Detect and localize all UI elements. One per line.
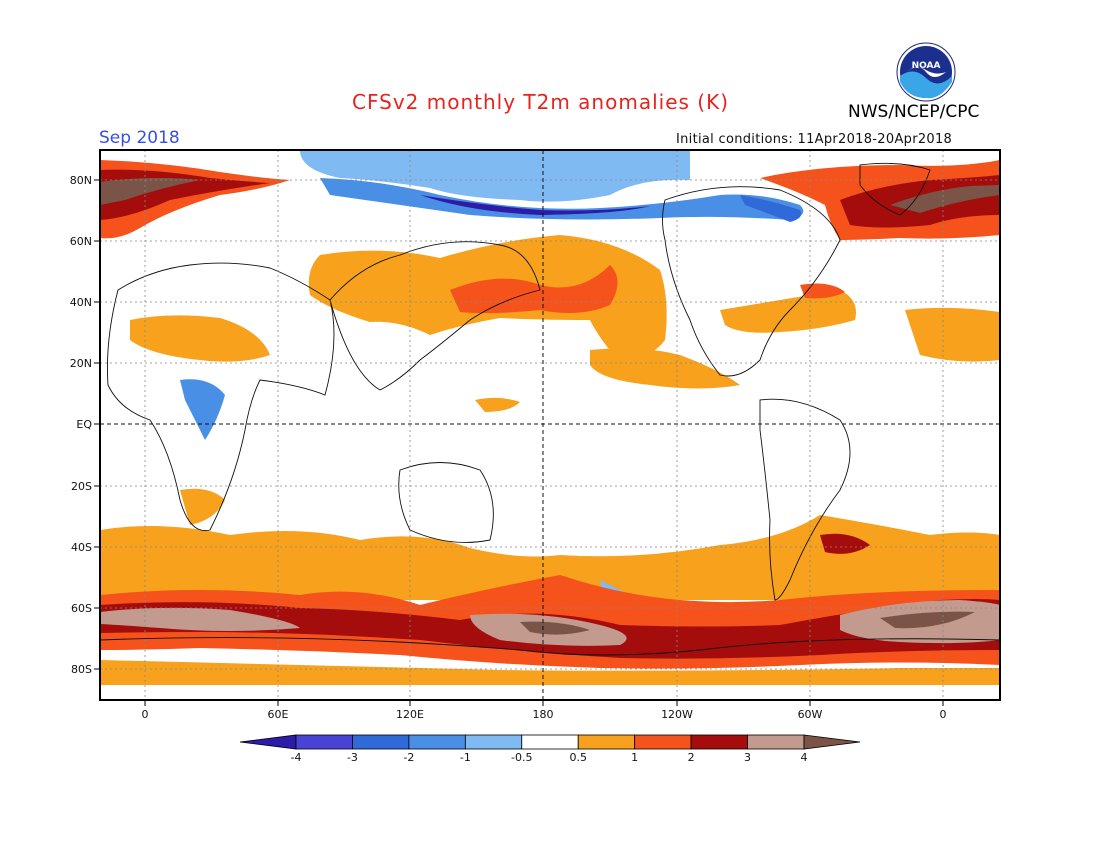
lat-label: 20S: [71, 480, 92, 493]
colorbar-swatch: [747, 734, 805, 750]
lat-label: 60S: [71, 602, 92, 615]
colorbar-tick-label: -1: [460, 751, 471, 764]
colorbar-swatch: [521, 734, 579, 750]
warm-region-north-atlantic-core: [800, 283, 845, 299]
colorbar-swatch: [239, 734, 297, 750]
lon-label: 0: [940, 708, 947, 721]
colorbar-tick-label: 3: [744, 751, 751, 764]
warm-region-ross-sea-core: [520, 621, 590, 635]
initial-conditions-label: Initial conditions: 11Apr2018-20Apr2018: [676, 132, 953, 147]
lat-label: 60N: [70, 235, 92, 248]
colorbar-swatch: [464, 734, 523, 750]
lon-label: 180: [533, 708, 554, 721]
coastlines: [100, 162, 1000, 656]
colorbar-swatch: [690, 734, 748, 750]
africa-eurasia-outline: [106, 262, 335, 532]
warm-region-north-pacific-core: [450, 265, 618, 314]
colorbar-swatch: [803, 734, 861, 750]
lat-label: EQ: [76, 418, 92, 431]
colorbar-tick-label: 1: [631, 751, 638, 764]
warm-region-southern-mid: [100, 515, 1000, 600]
valid-month-label: Sep 2018: [99, 128, 180, 148]
colorbar-tick-label: -2: [403, 751, 414, 764]
lat-label: 40N: [70, 296, 92, 309]
warm-region-sahara: [130, 315, 270, 362]
colorbar-swatch: [577, 734, 636, 750]
warm-region-antarctic-edge: [100, 660, 1000, 685]
australia-outline: [398, 462, 494, 543]
noaa-logo-icon: NOAA: [896, 42, 956, 102]
lon-label: 60E: [268, 708, 289, 721]
warm-region-east-pacific: [590, 348, 740, 389]
north-america-outline: [662, 186, 841, 377]
map-title: CFSv2 monthly T2m anomalies (K): [352, 90, 729, 114]
colorbar-tick-label: 0.5: [569, 751, 587, 764]
colorbar-tick-label: -0.5: [511, 751, 532, 764]
cold-region-east-africa: [180, 379, 225, 440]
colorbar: -4 -3 -2 -1 -0.5 0.5 1 2 3 4: [239, 734, 861, 764]
warm-region-equatorial-pacific: [475, 397, 520, 412]
lon-label: 120W: [661, 708, 693, 721]
colorbar-swatch: [408, 734, 466, 750]
lat-label: 80N: [70, 174, 92, 187]
cold-region-arctic-core: [420, 195, 650, 215]
cold-region-arctic-light: [300, 150, 690, 202]
warm-region-indian-ocean-max: [100, 607, 300, 631]
lon-label: 120E: [396, 708, 424, 721]
axis-ticks: [94, 179, 944, 706]
colorbar-swatch: [352, 734, 410, 750]
colorbar-swatch: [634, 734, 692, 750]
cold-region-arctic-mid: [320, 178, 804, 220]
logo-text: NOAA: [912, 61, 941, 71]
equator-dateline: [100, 150, 1000, 700]
colorbar-tick-label: 2: [688, 751, 695, 764]
south-america-outline: [759, 398, 851, 601]
warm-region-north-atlantic: [720, 290, 856, 333]
lon-label: 0: [142, 708, 149, 721]
warm-region-east-atlantic: [905, 307, 1000, 362]
warm-region-southern-africa: [180, 488, 225, 525]
warm-region-weddell-core: [880, 611, 975, 629]
antarctica-outline: [100, 637, 1000, 656]
colorbar-tick-label: -4: [291, 751, 302, 764]
lat-label: 20N: [70, 357, 92, 370]
colorbar-tick-label: -3: [347, 751, 358, 764]
anomaly-fields: [100, 150, 1000, 685]
colorbar-swatch: [295, 734, 353, 750]
warm-region-south-atlantic-core: [820, 533, 870, 554]
gridlines: [100, 150, 1000, 700]
warm-region-greenland-max: [890, 185, 1000, 213]
lat-label: 40S: [71, 541, 92, 554]
cold-region-canada: [740, 195, 802, 222]
lat-label: 80S: [71, 663, 92, 676]
colorbar-tick-label: 4: [801, 751, 808, 764]
organization-label: NWS/NCEP/CPC: [848, 102, 980, 122]
asia-outline: [329, 241, 541, 391]
greenland-outline: [859, 162, 931, 216]
map-frame: [99, 149, 1001, 701]
warm-region-barents-max: [100, 177, 200, 205]
lon-label: 60W: [798, 708, 823, 721]
